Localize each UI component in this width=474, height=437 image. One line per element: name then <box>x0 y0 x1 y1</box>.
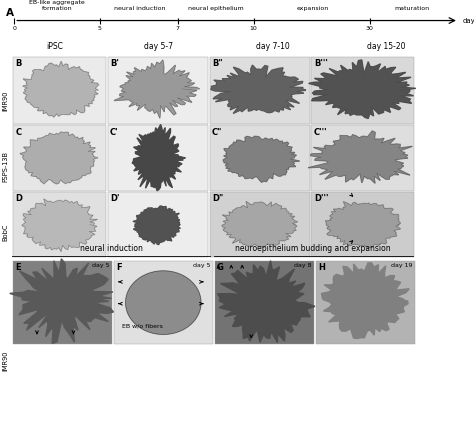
Text: E: E <box>15 263 21 272</box>
Text: day 7-10: day 7-10 <box>255 42 290 51</box>
Text: EB w/o fibers: EB w/o fibers <box>122 323 163 328</box>
Text: D: D <box>15 194 22 204</box>
Polygon shape <box>9 259 113 343</box>
Polygon shape <box>321 263 409 339</box>
Bar <box>210 125 310 191</box>
Text: neuroepithelium budding and expansion: neuroepithelium budding and expansion <box>235 244 391 253</box>
Text: EB-like aggregate
formation: EB-like aggregate formation <box>29 0 85 11</box>
Text: 5: 5 <box>98 26 101 31</box>
Text: neural induction: neural induction <box>80 244 143 253</box>
Text: F: F <box>116 263 122 272</box>
Polygon shape <box>309 60 416 118</box>
Bar <box>215 261 314 344</box>
Bar <box>311 125 414 191</box>
Text: FSPS-13B: FSPS-13B <box>3 152 9 182</box>
Text: IMR90: IMR90 <box>3 350 9 371</box>
Text: neural induction: neural induction <box>114 6 165 11</box>
Text: B: B <box>15 59 21 68</box>
Text: maturation: maturation <box>395 6 430 11</box>
Text: A: A <box>6 8 14 18</box>
Bar <box>108 57 208 124</box>
Bar <box>13 192 106 257</box>
Text: iPSC: iPSC <box>46 42 63 51</box>
Bar <box>210 192 310 257</box>
Text: B": B" <box>212 59 222 68</box>
Polygon shape <box>308 131 412 183</box>
Bar <box>108 192 208 257</box>
Text: day 5: day 5 <box>92 263 110 268</box>
Bar <box>114 261 213 344</box>
Polygon shape <box>132 125 185 191</box>
Text: 10: 10 <box>250 26 257 31</box>
Text: 30: 30 <box>366 26 374 31</box>
Text: B''': B''' <box>314 59 328 68</box>
Text: day 8: day 8 <box>294 263 312 268</box>
Bar <box>13 125 106 191</box>
Text: D': D' <box>110 194 119 204</box>
Text: neural epithelium: neural epithelium <box>188 6 244 11</box>
Polygon shape <box>20 132 98 184</box>
Text: C: C <box>15 128 21 137</box>
Text: expansion: expansion <box>297 6 329 11</box>
Polygon shape <box>218 260 315 343</box>
Bar <box>13 261 112 344</box>
Polygon shape <box>222 201 298 247</box>
Text: day 5-7: day 5-7 <box>144 42 173 51</box>
Polygon shape <box>22 199 97 252</box>
Polygon shape <box>126 271 201 334</box>
Text: C''': C''' <box>314 128 328 137</box>
Text: G: G <box>217 263 224 272</box>
Text: C': C' <box>110 128 118 137</box>
Bar <box>210 57 310 124</box>
Bar <box>316 261 415 344</box>
Text: BobC: BobC <box>3 224 9 241</box>
Bar <box>13 57 106 124</box>
Text: day 5: day 5 <box>193 263 211 268</box>
Polygon shape <box>133 206 180 244</box>
Bar <box>108 125 208 191</box>
Text: C": C" <box>212 128 222 137</box>
Polygon shape <box>114 60 200 118</box>
Text: 0: 0 <box>12 26 16 31</box>
Text: D''': D''' <box>314 194 328 204</box>
Bar <box>311 192 414 257</box>
Text: B': B' <box>110 59 119 68</box>
Polygon shape <box>223 136 300 182</box>
Text: day 19: day 19 <box>392 263 413 268</box>
Bar <box>311 57 414 124</box>
Text: 7: 7 <box>176 26 180 31</box>
Polygon shape <box>211 65 306 114</box>
Text: days: days <box>463 17 474 24</box>
Text: D": D" <box>212 194 223 204</box>
Polygon shape <box>23 62 99 117</box>
Polygon shape <box>325 201 401 248</box>
Text: day 15-20: day 15-20 <box>367 42 406 51</box>
Text: IMR90: IMR90 <box>3 90 9 111</box>
Text: H: H <box>318 263 325 272</box>
